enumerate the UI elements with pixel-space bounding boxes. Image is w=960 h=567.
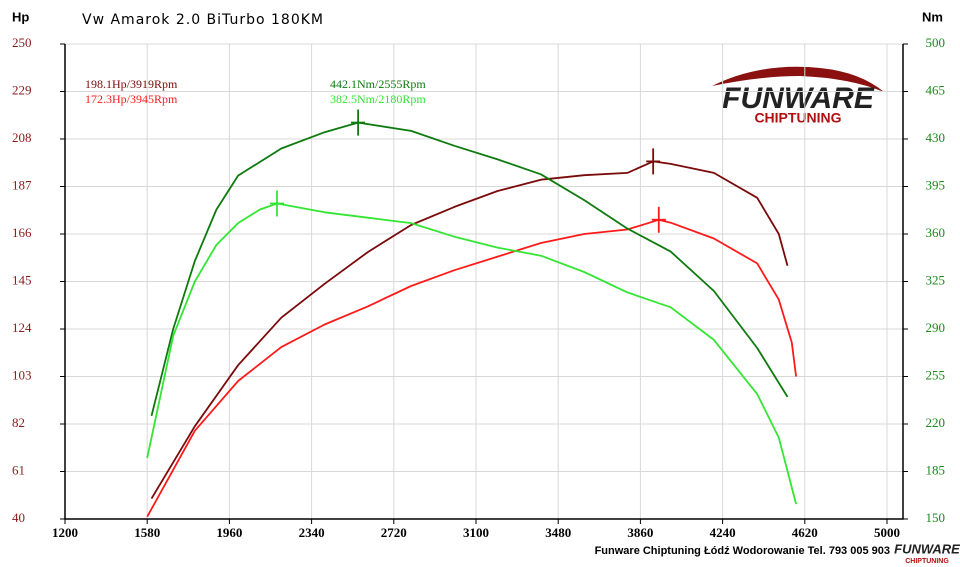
series-line (150, 160, 789, 500)
x-tick-label: 3100 (463, 525, 489, 540)
x-tick-label: 3480 (545, 525, 571, 540)
y-tick-label: 187 (12, 177, 32, 192)
y-tick-label: 82 (12, 415, 25, 430)
x-tick-label: 1960 (216, 525, 242, 540)
series-line (146, 202, 797, 505)
y2-tick-label: 220 (926, 415, 946, 430)
y-tick-label: 229 (12, 82, 32, 97)
logo-subtext: CHIPTUNING (754, 110, 841, 126)
y-tick-label: 124 (12, 320, 32, 335)
y2-tick-label: 290 (926, 320, 946, 335)
y-tick-label: 208 (12, 130, 32, 145)
series-line (150, 121, 789, 417)
legend-label: 198.1Hp/3919Rpm (85, 77, 178, 91)
x-tick-label: 4240 (710, 525, 736, 540)
chart-title: Vw Amarok 2.0 BiTurbo 180KM (82, 12, 324, 28)
y-tick-label: 145 (12, 272, 32, 287)
y-tick-label: 40 (12, 510, 25, 525)
y-tick-label: 103 (12, 367, 32, 382)
series-line (146, 218, 797, 518)
logo: FUNWARE CHIPTUNING FUNWARE CHIPTUNING (712, 66, 960, 565)
y2-tick-label: 465 (926, 82, 946, 97)
y-axis-label: Hp (12, 9, 29, 24)
y-tick-label: 250 (12, 35, 32, 50)
x-tick-label: 1200 (52, 525, 78, 540)
x-tick-label: 1580 (134, 525, 160, 540)
x-tick-label: 4620 (792, 525, 818, 540)
y2-tick-label: 395 (926, 177, 946, 192)
x-tick-label: 3860 (627, 525, 653, 540)
y2-tick-label: 150 (926, 510, 946, 525)
footer: Funware Chiptuning Łódź Wodorowanie Tel.… (595, 545, 890, 557)
y2-tick-label: 430 (926, 130, 946, 145)
x-tick-label: 5000 (874, 525, 900, 540)
y2-tick-label: 185 (926, 462, 946, 477)
small-logo-text: FUNWARE (894, 541, 960, 556)
small-logo-subtext: CHIPTUNING (905, 558, 949, 565)
legend-label: 382.5Nm/2180Rpm (330, 92, 426, 106)
y-tick-label: 166 (12, 225, 32, 240)
legend-label: 172.3Hp/3945Rpm (85, 92, 178, 106)
y-tick-label: 61 (12, 462, 25, 477)
legend-label: 442.1Nm/2555Rpm (330, 77, 426, 91)
y2-tick-label: 360 (926, 225, 946, 240)
x-tick-label: 2720 (381, 525, 407, 540)
plot-frame (64, 44, 904, 520)
logo-text: FUNWARE (722, 82, 875, 115)
y2-tick-label: 500 (926, 35, 946, 50)
y2-tick-label: 325 (926, 272, 946, 287)
x-tick-label: 2340 (299, 525, 325, 540)
y2-axis-label: Nm (922, 9, 943, 24)
logo-swoosh (712, 66, 884, 92)
y2-tick-label: 255 (926, 367, 946, 382)
